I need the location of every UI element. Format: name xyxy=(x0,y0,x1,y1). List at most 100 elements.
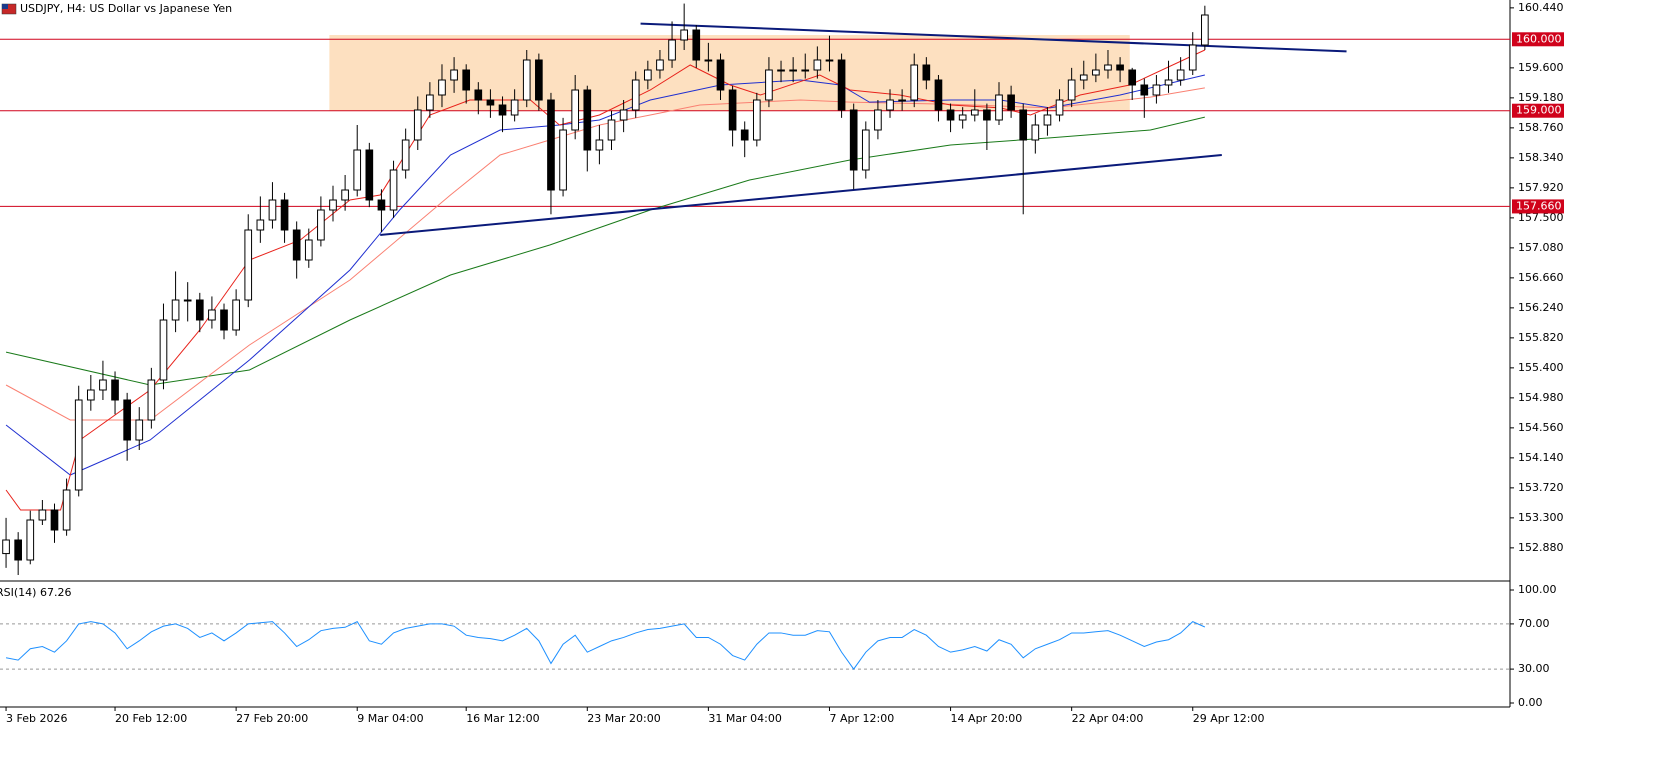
candle-body xyxy=(789,69,797,72)
candle-body xyxy=(619,109,628,121)
candle-body xyxy=(171,299,180,321)
candle-body xyxy=(1043,114,1052,126)
candle-body xyxy=(668,39,676,61)
rsi-y-tick-label: 70.00 xyxy=(1518,617,1550,630)
candle-body xyxy=(1128,69,1137,86)
candle-body xyxy=(38,509,47,521)
candle-body xyxy=(377,199,386,211)
x-tick-label: 27 Feb 20:00 xyxy=(236,712,308,725)
y-tick-label: 155.820 xyxy=(1518,331,1564,344)
candle-body xyxy=(631,79,640,111)
candle-body xyxy=(995,94,1003,121)
candle-body xyxy=(583,89,592,151)
candle-body xyxy=(510,99,519,116)
candle-body xyxy=(292,229,301,261)
candle-body xyxy=(740,129,749,141)
candle-body xyxy=(474,89,483,101)
trendline xyxy=(380,154,1222,236)
candle-body xyxy=(1188,44,1197,71)
candle-body xyxy=(450,69,458,81)
candle-body xyxy=(280,199,289,231)
candle-body xyxy=(1140,84,1149,96)
y-tick-label: 158.760 xyxy=(1518,121,1564,134)
candle-body xyxy=(849,109,858,171)
candle-body xyxy=(462,69,471,91)
level-label: 157.660 xyxy=(1516,199,1562,212)
y-tick-label: 155.400 xyxy=(1518,361,1564,374)
level-label-box xyxy=(1512,199,1564,214)
candle-body xyxy=(244,229,253,301)
candle-body xyxy=(728,89,737,131)
candle-body xyxy=(341,189,349,201)
candle-body xyxy=(1092,69,1100,76)
candle-body xyxy=(837,59,846,111)
x-tick-label: 7 Apr 12:00 xyxy=(829,712,894,725)
candle-body xyxy=(535,59,543,101)
x-tick-label: 16 Mar 12:00 xyxy=(466,712,539,725)
candle-body xyxy=(74,399,83,491)
candle-body xyxy=(486,99,495,106)
x-tick-label: 14 Apr 20:00 xyxy=(951,712,1023,725)
candle-body xyxy=(547,99,555,191)
candle-body xyxy=(413,109,422,141)
candle-body xyxy=(135,419,144,441)
candle-body xyxy=(389,169,398,211)
rsi-y-tick-label: 30.00 xyxy=(1518,662,1550,675)
x-tick-label: 31 Mar 04:00 xyxy=(708,712,781,725)
candle-body xyxy=(401,139,410,171)
trendline xyxy=(640,22,1347,53)
candle-body xyxy=(777,69,785,72)
candle-body xyxy=(86,389,95,401)
candle-body xyxy=(825,59,834,62)
rsi-line xyxy=(5,621,1206,670)
candle-body xyxy=(752,99,761,141)
y-tick-label: 152.880 xyxy=(1518,541,1564,554)
candle-body xyxy=(365,149,374,201)
candle-body xyxy=(317,209,325,241)
candle-body xyxy=(2,539,10,555)
candle-body xyxy=(195,299,204,321)
y-tick-label: 159.180 xyxy=(1518,91,1564,104)
level-label-box xyxy=(1512,103,1564,118)
x-tick-label: 23 Mar 20:00 xyxy=(587,712,660,725)
y-tick-label: 157.080 xyxy=(1518,241,1564,254)
candle-body xyxy=(353,149,362,191)
candle-body xyxy=(1104,64,1112,71)
candle-body xyxy=(680,29,688,41)
rsi-y-tick-label: 100.00 xyxy=(1518,583,1557,596)
y-tick-label: 153.720 xyxy=(1518,481,1564,494)
candle-body xyxy=(208,309,216,321)
candle-body xyxy=(716,59,725,91)
level-label: 160.000 xyxy=(1516,32,1562,45)
candle-body xyxy=(801,69,810,72)
level-label-box xyxy=(1512,32,1564,47)
candle-body xyxy=(861,129,870,171)
candle-body xyxy=(522,59,531,101)
candle-body xyxy=(26,519,35,561)
candle-body xyxy=(159,319,168,381)
candle-body xyxy=(147,379,156,421)
moving-average xyxy=(5,49,1206,511)
candle-body xyxy=(886,99,894,111)
candle-body xyxy=(692,29,701,61)
chart-title: USDJPY, H4: US Dollar vs Japanese Yen xyxy=(20,2,232,15)
candle-body xyxy=(50,509,59,531)
candle-body xyxy=(1067,79,1076,101)
y-tick-label: 156.240 xyxy=(1518,301,1564,314)
candle-body xyxy=(874,109,882,131)
rsi-label: RSI(14) 67.26 xyxy=(0,586,71,599)
candle-body xyxy=(934,79,943,111)
candle-body xyxy=(571,89,580,131)
candle-body xyxy=(99,379,107,391)
y-tick-label: 157.920 xyxy=(1518,181,1564,194)
candle-body xyxy=(1116,64,1124,71)
y-tick-label: 154.560 xyxy=(1518,421,1564,434)
y-tick-label: 153.300 xyxy=(1518,511,1564,524)
symbol-icon xyxy=(1,3,17,15)
level-label: 159.000 xyxy=(1516,104,1562,117)
candle-body xyxy=(498,104,507,116)
candle-body xyxy=(329,199,337,211)
candle-body xyxy=(1201,14,1209,46)
candle-body xyxy=(111,379,119,401)
